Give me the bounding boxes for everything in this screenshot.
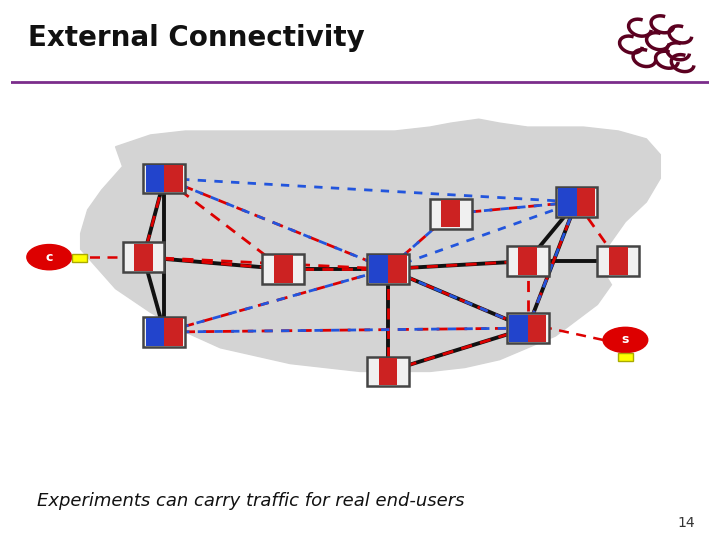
- Bar: [134, 244, 153, 271]
- Bar: [430, 199, 472, 228]
- Bar: [388, 255, 407, 282]
- Circle shape: [27, 245, 71, 270]
- Bar: [367, 254, 409, 284]
- Bar: [528, 314, 546, 342]
- Bar: [577, 188, 595, 215]
- Polygon shape: [81, 119, 660, 372]
- Bar: [145, 165, 164, 192]
- Bar: [143, 164, 186, 193]
- Bar: [164, 165, 184, 192]
- Bar: [509, 314, 528, 342]
- Bar: [262, 254, 304, 284]
- Bar: [518, 247, 537, 275]
- Bar: [618, 353, 633, 361]
- Text: Experiments can carry traffic for real end-users: Experiments can carry traffic for real e…: [37, 492, 464, 510]
- Text: External Connectivity: External Connectivity: [28, 24, 365, 52]
- Bar: [274, 255, 292, 282]
- Bar: [558, 188, 577, 215]
- Bar: [71, 254, 87, 262]
- Bar: [507, 313, 549, 343]
- Circle shape: [603, 327, 648, 353]
- Bar: [369, 255, 388, 282]
- Bar: [556, 187, 598, 217]
- Bar: [507, 246, 549, 276]
- Bar: [122, 242, 164, 272]
- Bar: [164, 319, 184, 346]
- Bar: [367, 357, 409, 386]
- Text: 14: 14: [678, 516, 695, 530]
- Bar: [143, 318, 186, 347]
- Bar: [598, 246, 639, 276]
- Bar: [145, 319, 164, 346]
- Text: s: s: [621, 333, 629, 347]
- Bar: [379, 358, 397, 385]
- Bar: [441, 200, 460, 227]
- Bar: [609, 247, 628, 275]
- Text: c: c: [45, 251, 53, 264]
